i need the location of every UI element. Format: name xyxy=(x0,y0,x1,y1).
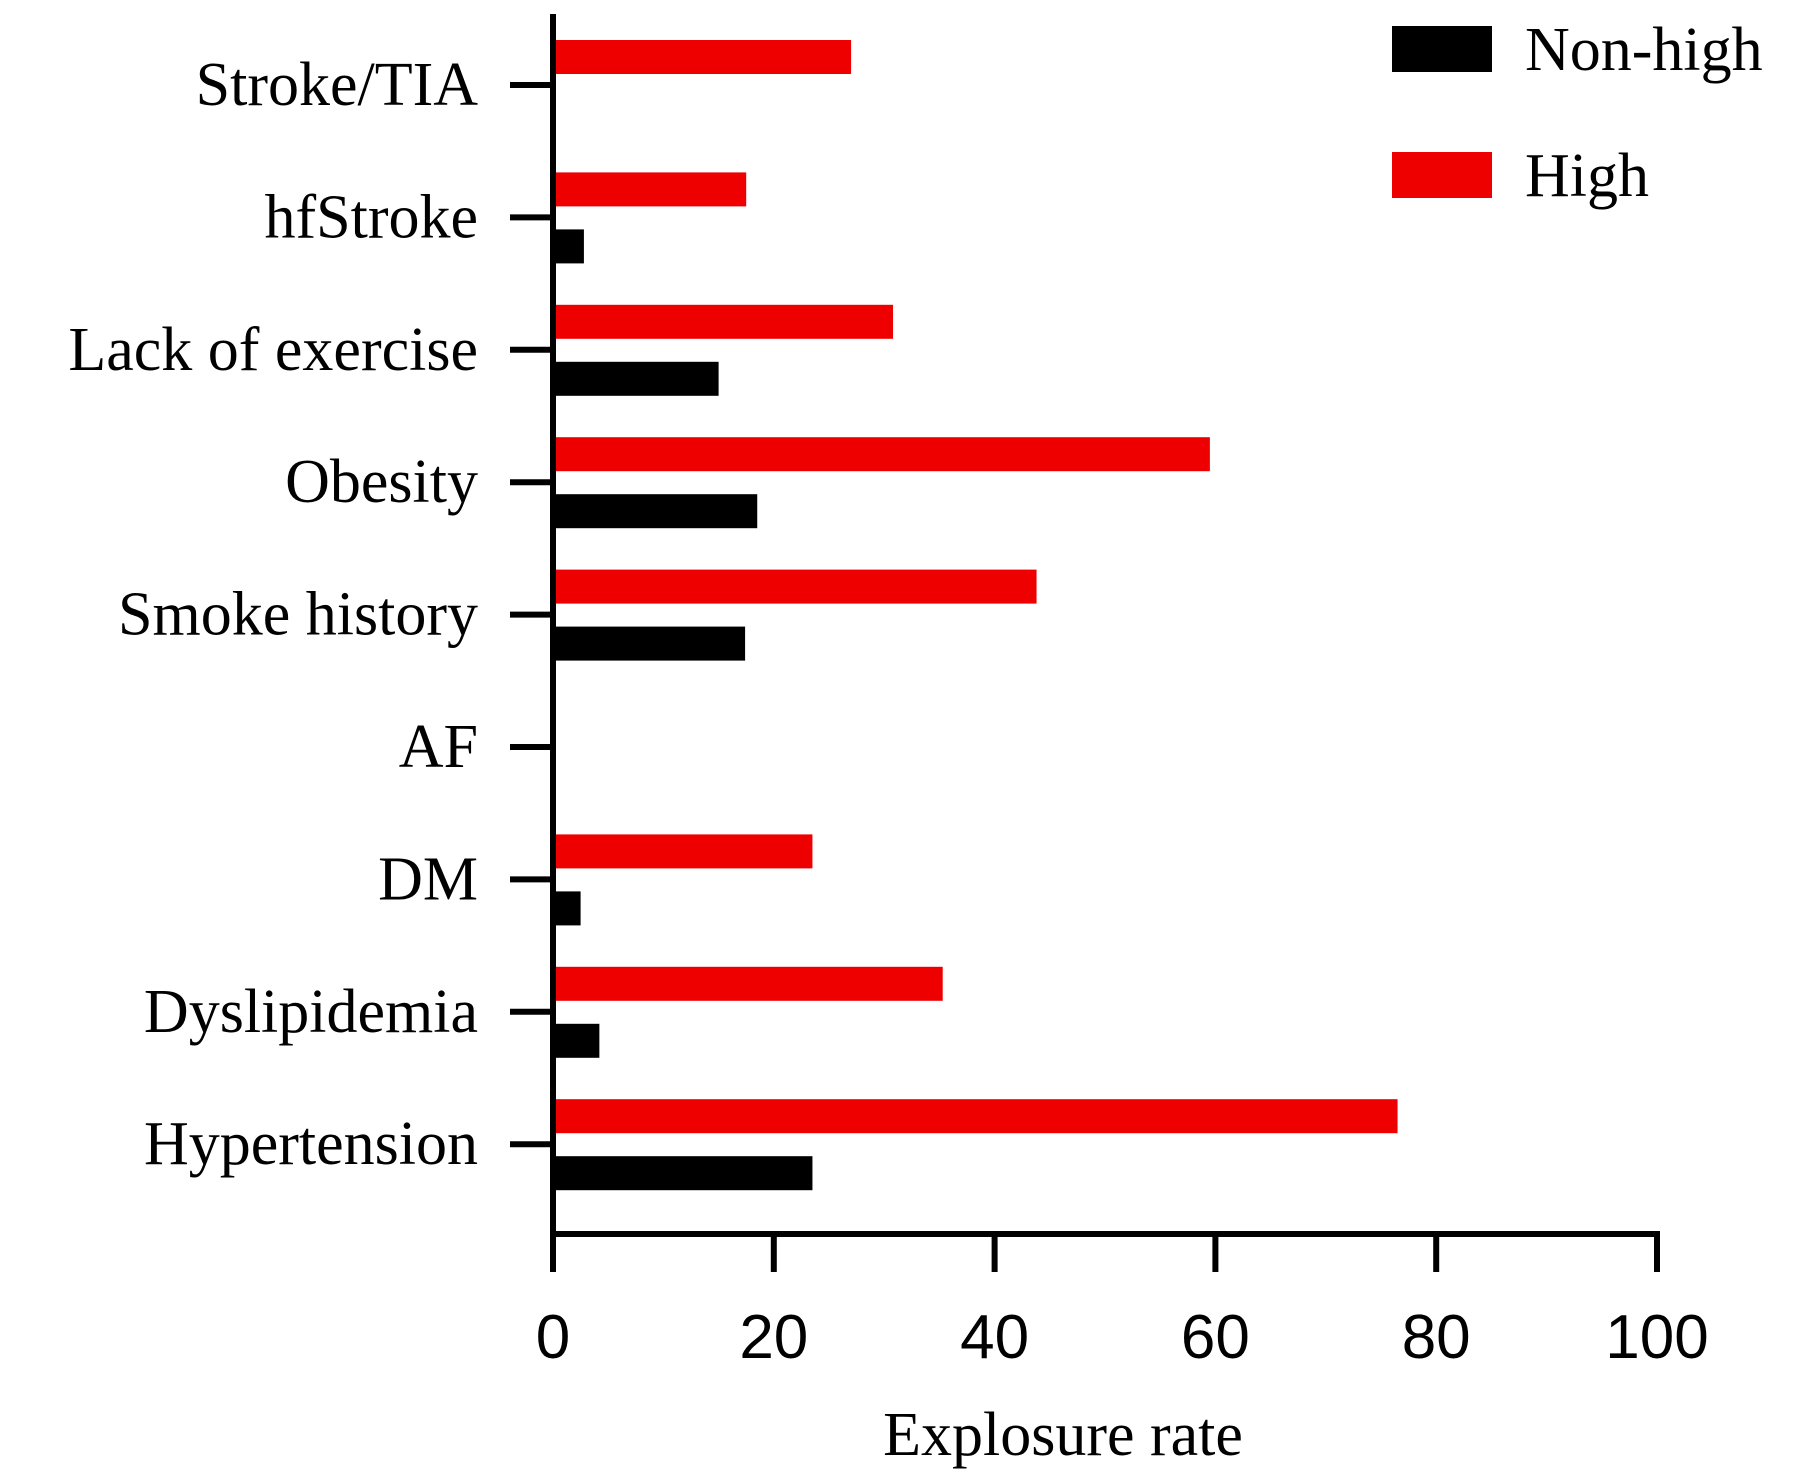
category-label-dyslipidemia: Dyslipidemia xyxy=(144,978,478,1046)
x-tick-label-0: 0 xyxy=(536,1303,570,1372)
bar-high-dyslipidemia xyxy=(553,966,943,1001)
bar-non-high-obesity xyxy=(553,494,758,529)
x-axis-title: Explosure rate xyxy=(883,1401,1243,1469)
bar-non-high-lack-of-exercise xyxy=(553,361,719,396)
x-tick-label-40: 40 xyxy=(960,1303,1029,1372)
category-label-smoke-history: Smoke history xyxy=(118,581,478,649)
category-label-hfstroke: hfStroke xyxy=(264,183,478,251)
category-label-lack-of-exercise: Lack of exercise xyxy=(68,316,478,384)
category-label-dm: DM xyxy=(378,845,478,913)
bar-non-high-hfstroke xyxy=(553,229,584,264)
x-tick-label-80: 80 xyxy=(1402,1303,1471,1372)
x-tick-label-20: 20 xyxy=(739,1303,808,1372)
bar-high-dm xyxy=(553,834,813,869)
bar-high-hypertension xyxy=(553,1099,1398,1134)
x-tick-label-60: 60 xyxy=(1181,1303,1250,1372)
category-label-hypertension: Hypertension xyxy=(144,1110,478,1178)
bar-high-stroke-tia xyxy=(553,40,852,74)
category-labels-layer: Stroke/TIA hfStroke Lack of exercise Obesit… xyxy=(68,51,478,1178)
bar-high-lack-of-exercise xyxy=(553,304,894,339)
category-label-af: AF xyxy=(399,713,478,781)
bar-high-smoke-history xyxy=(553,569,1037,604)
y-ticks-layer xyxy=(510,82,553,1148)
x-tick-label-100: 100 xyxy=(1605,1303,1708,1372)
bar-non-high-dyslipidemia xyxy=(553,1023,600,1058)
bar-non-high-dm xyxy=(553,891,581,926)
category-label-stroke-tia: Stroke/TIA xyxy=(196,51,479,119)
legend-label-high: High xyxy=(1525,142,1649,210)
category-label-obesity: Obesity xyxy=(285,448,478,516)
legend: Non-high High xyxy=(1392,16,1763,210)
bar-non-high-hypertension xyxy=(553,1156,813,1191)
bar-high-hfstroke xyxy=(553,172,747,207)
legend-swatch-non-high xyxy=(1392,26,1492,72)
legend-swatch-high xyxy=(1392,152,1492,198)
legend-label-non-high: Non-high xyxy=(1525,16,1763,84)
x-ticks-layer: 0 20 40 60 80 100 xyxy=(536,1234,1709,1372)
bars-layer xyxy=(553,40,1398,1191)
bar-high-obesity xyxy=(553,437,1210,472)
bar-non-high-smoke-history xyxy=(553,626,746,661)
